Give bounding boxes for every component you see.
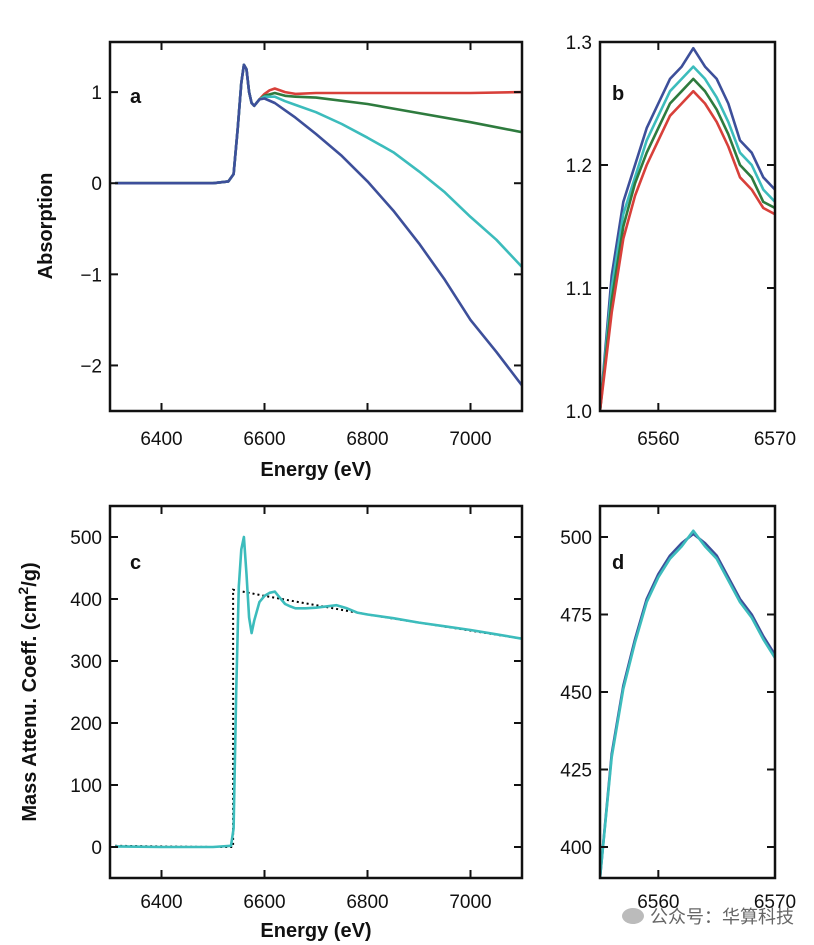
series-line-green bbox=[115, 63, 522, 185]
panel-label: d bbox=[612, 552, 624, 574]
y-tick-label: 500 bbox=[70, 528, 102, 549]
panel-label: a bbox=[130, 86, 142, 108]
x-tick-label: 6560 bbox=[637, 429, 679, 450]
y-tick-label: 0 bbox=[91, 174, 102, 195]
y-axis-title-superscript: 2 bbox=[15, 587, 31, 595]
x-tick-label: 6800 bbox=[346, 429, 388, 450]
x-tick-label: 7000 bbox=[449, 429, 491, 450]
x-tick-label: 6570 bbox=[754, 429, 796, 450]
x-axis-title: Energy (eV) bbox=[260, 459, 371, 481]
wechat-icon bbox=[622, 908, 644, 924]
panel-label: b bbox=[612, 83, 624, 105]
y-tick-label: −2 bbox=[80, 356, 102, 377]
y-tick-label: 450 bbox=[560, 683, 592, 704]
x-tick-label: 6800 bbox=[346, 892, 388, 913]
y-tick-label: 1.1 bbox=[566, 279, 592, 300]
series-line-cyan bbox=[115, 63, 522, 268]
panel-c: 6400 6600 6800 7000 0 100 200 300 400 500 c Energy … bbox=[15, 504, 524, 942]
series-line-red bbox=[115, 63, 522, 185]
y-tick-label: 425 bbox=[560, 761, 592, 782]
panel-b: 6560 6570 1.0 1.1 1.2 1.3 b bbox=[566, 33, 797, 450]
y-tick-label: 400 bbox=[560, 838, 592, 859]
x-tick-label: 6400 bbox=[140, 429, 182, 450]
x-axis-title: Energy (eV) bbox=[260, 920, 371, 942]
series-line-cyan bbox=[600, 529, 775, 878]
series-line-cyan bbox=[115, 535, 522, 849]
plot-frame-c bbox=[108, 504, 524, 880]
series-line-navy bbox=[600, 46, 775, 411]
y-axis-title: Mass Attenu. Coeff. (cm2/g) bbox=[15, 562, 41, 821]
series-line-navy bbox=[600, 532, 775, 878]
y-axis-title: Absorption bbox=[35, 173, 57, 280]
x-tick-label: 6570 bbox=[754, 892, 796, 913]
y-tick-label: 1 bbox=[91, 83, 102, 104]
y-tick-label: −1 bbox=[80, 265, 102, 286]
y-tick-label: 0 bbox=[91, 838, 102, 859]
panel-label: c bbox=[130, 552, 141, 574]
x-tick-label: 7000 bbox=[449, 892, 491, 913]
plot-frame-b bbox=[598, 40, 777, 413]
y-tick-label: 1.3 bbox=[566, 33, 592, 54]
y-tick-label: 200 bbox=[70, 714, 102, 735]
x-tick-label: 6560 bbox=[637, 892, 679, 913]
y-tick-label: 400 bbox=[70, 590, 102, 611]
y-axis-title-main: Mass Attenu. Coeff. (cm bbox=[19, 595, 41, 822]
x-tick-label: 6400 bbox=[140, 892, 182, 913]
panel-a: 6400 6600 6800 7000 −2 −1 0 1 a Energy (eV) Absorp… bbox=[35, 40, 524, 481]
y-tick-label: 1.0 bbox=[566, 402, 592, 423]
watermark-text: 公众号：华算科技 bbox=[650, 907, 794, 928]
series-line-green bbox=[600, 77, 775, 411]
plot-frame-a bbox=[108, 40, 524, 413]
x-tick-label: 6600 bbox=[243, 429, 285, 450]
y-axis-title-tail: /g) bbox=[19, 562, 41, 586]
series-line-red bbox=[600, 89, 775, 411]
y-tick-label: 300 bbox=[70, 652, 102, 673]
series-line-cyan bbox=[600, 65, 775, 411]
panel-d: 6560 6570 400 425 450 475 500 d bbox=[560, 504, 796, 913]
y-tick-label: 475 bbox=[560, 606, 592, 627]
y-tick-label: 1.2 bbox=[566, 156, 592, 177]
y-tick-label: 500 bbox=[560, 528, 592, 549]
y-tick-label: 100 bbox=[70, 776, 102, 797]
series-line-navy bbox=[115, 63, 522, 387]
plot-frame-d bbox=[598, 504, 777, 880]
watermark: 公众号：华算科技 bbox=[622, 903, 794, 929]
x-tick-label: 6600 bbox=[243, 892, 285, 913]
